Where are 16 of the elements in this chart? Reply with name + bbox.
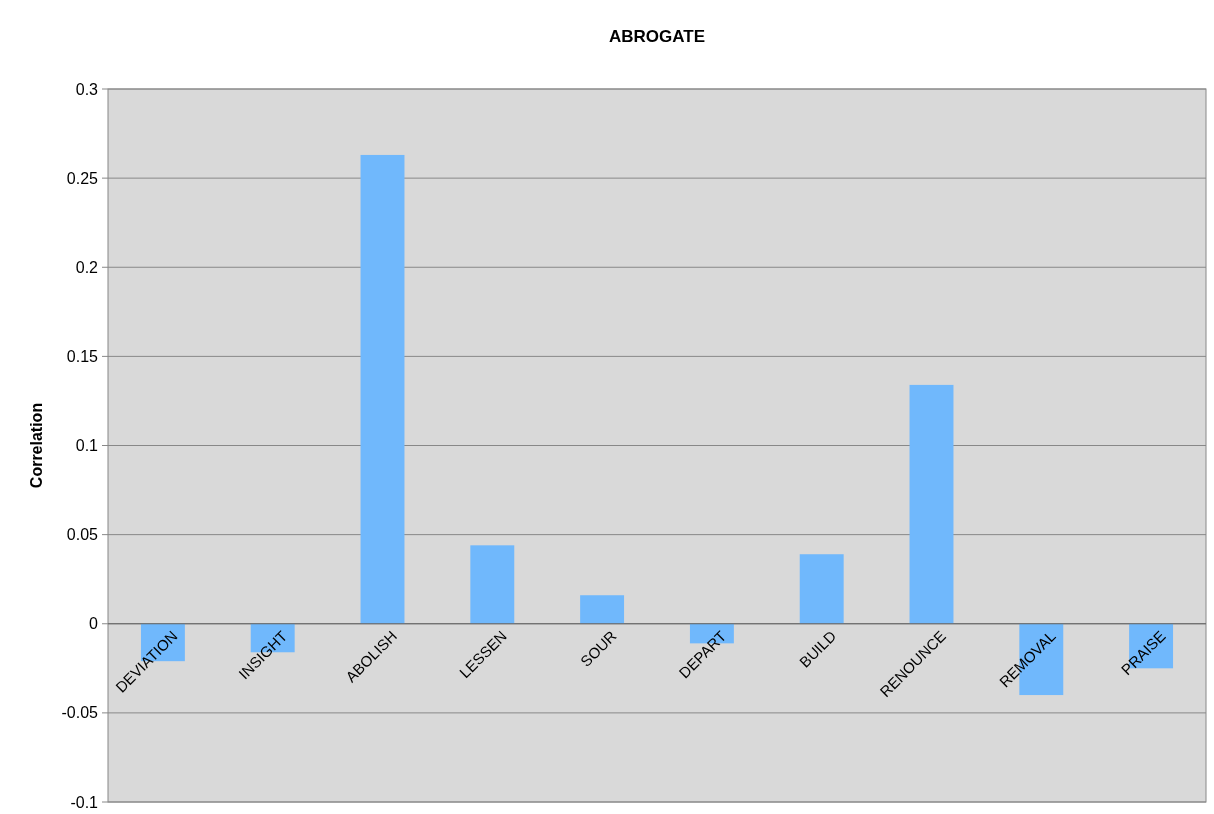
y-tick-label: -0.1 — [70, 793, 99, 811]
y-tick-label: 0.05 — [66, 526, 99, 544]
y-tick-label: -0.05 — [61, 704, 99, 722]
bar — [360, 154, 405, 624]
y-tick-label: 0.3 — [75, 80, 99, 98]
y-tick-label: 0.2 — [75, 258, 99, 276]
chart-title: ABROGATE — [608, 27, 706, 46]
bar — [799, 554, 844, 624]
bar — [470, 545, 515, 624]
y-tick-label: 0 — [89, 615, 99, 633]
bar — [580, 595, 625, 624]
y-tick-label: 0.1 — [75, 437, 99, 455]
y-tick-label: 0.25 — [66, 169, 99, 187]
y-axis-title: Correlation — [28, 402, 45, 489]
y-tick-label: 0.15 — [66, 347, 99, 365]
bar — [909, 384, 954, 624]
